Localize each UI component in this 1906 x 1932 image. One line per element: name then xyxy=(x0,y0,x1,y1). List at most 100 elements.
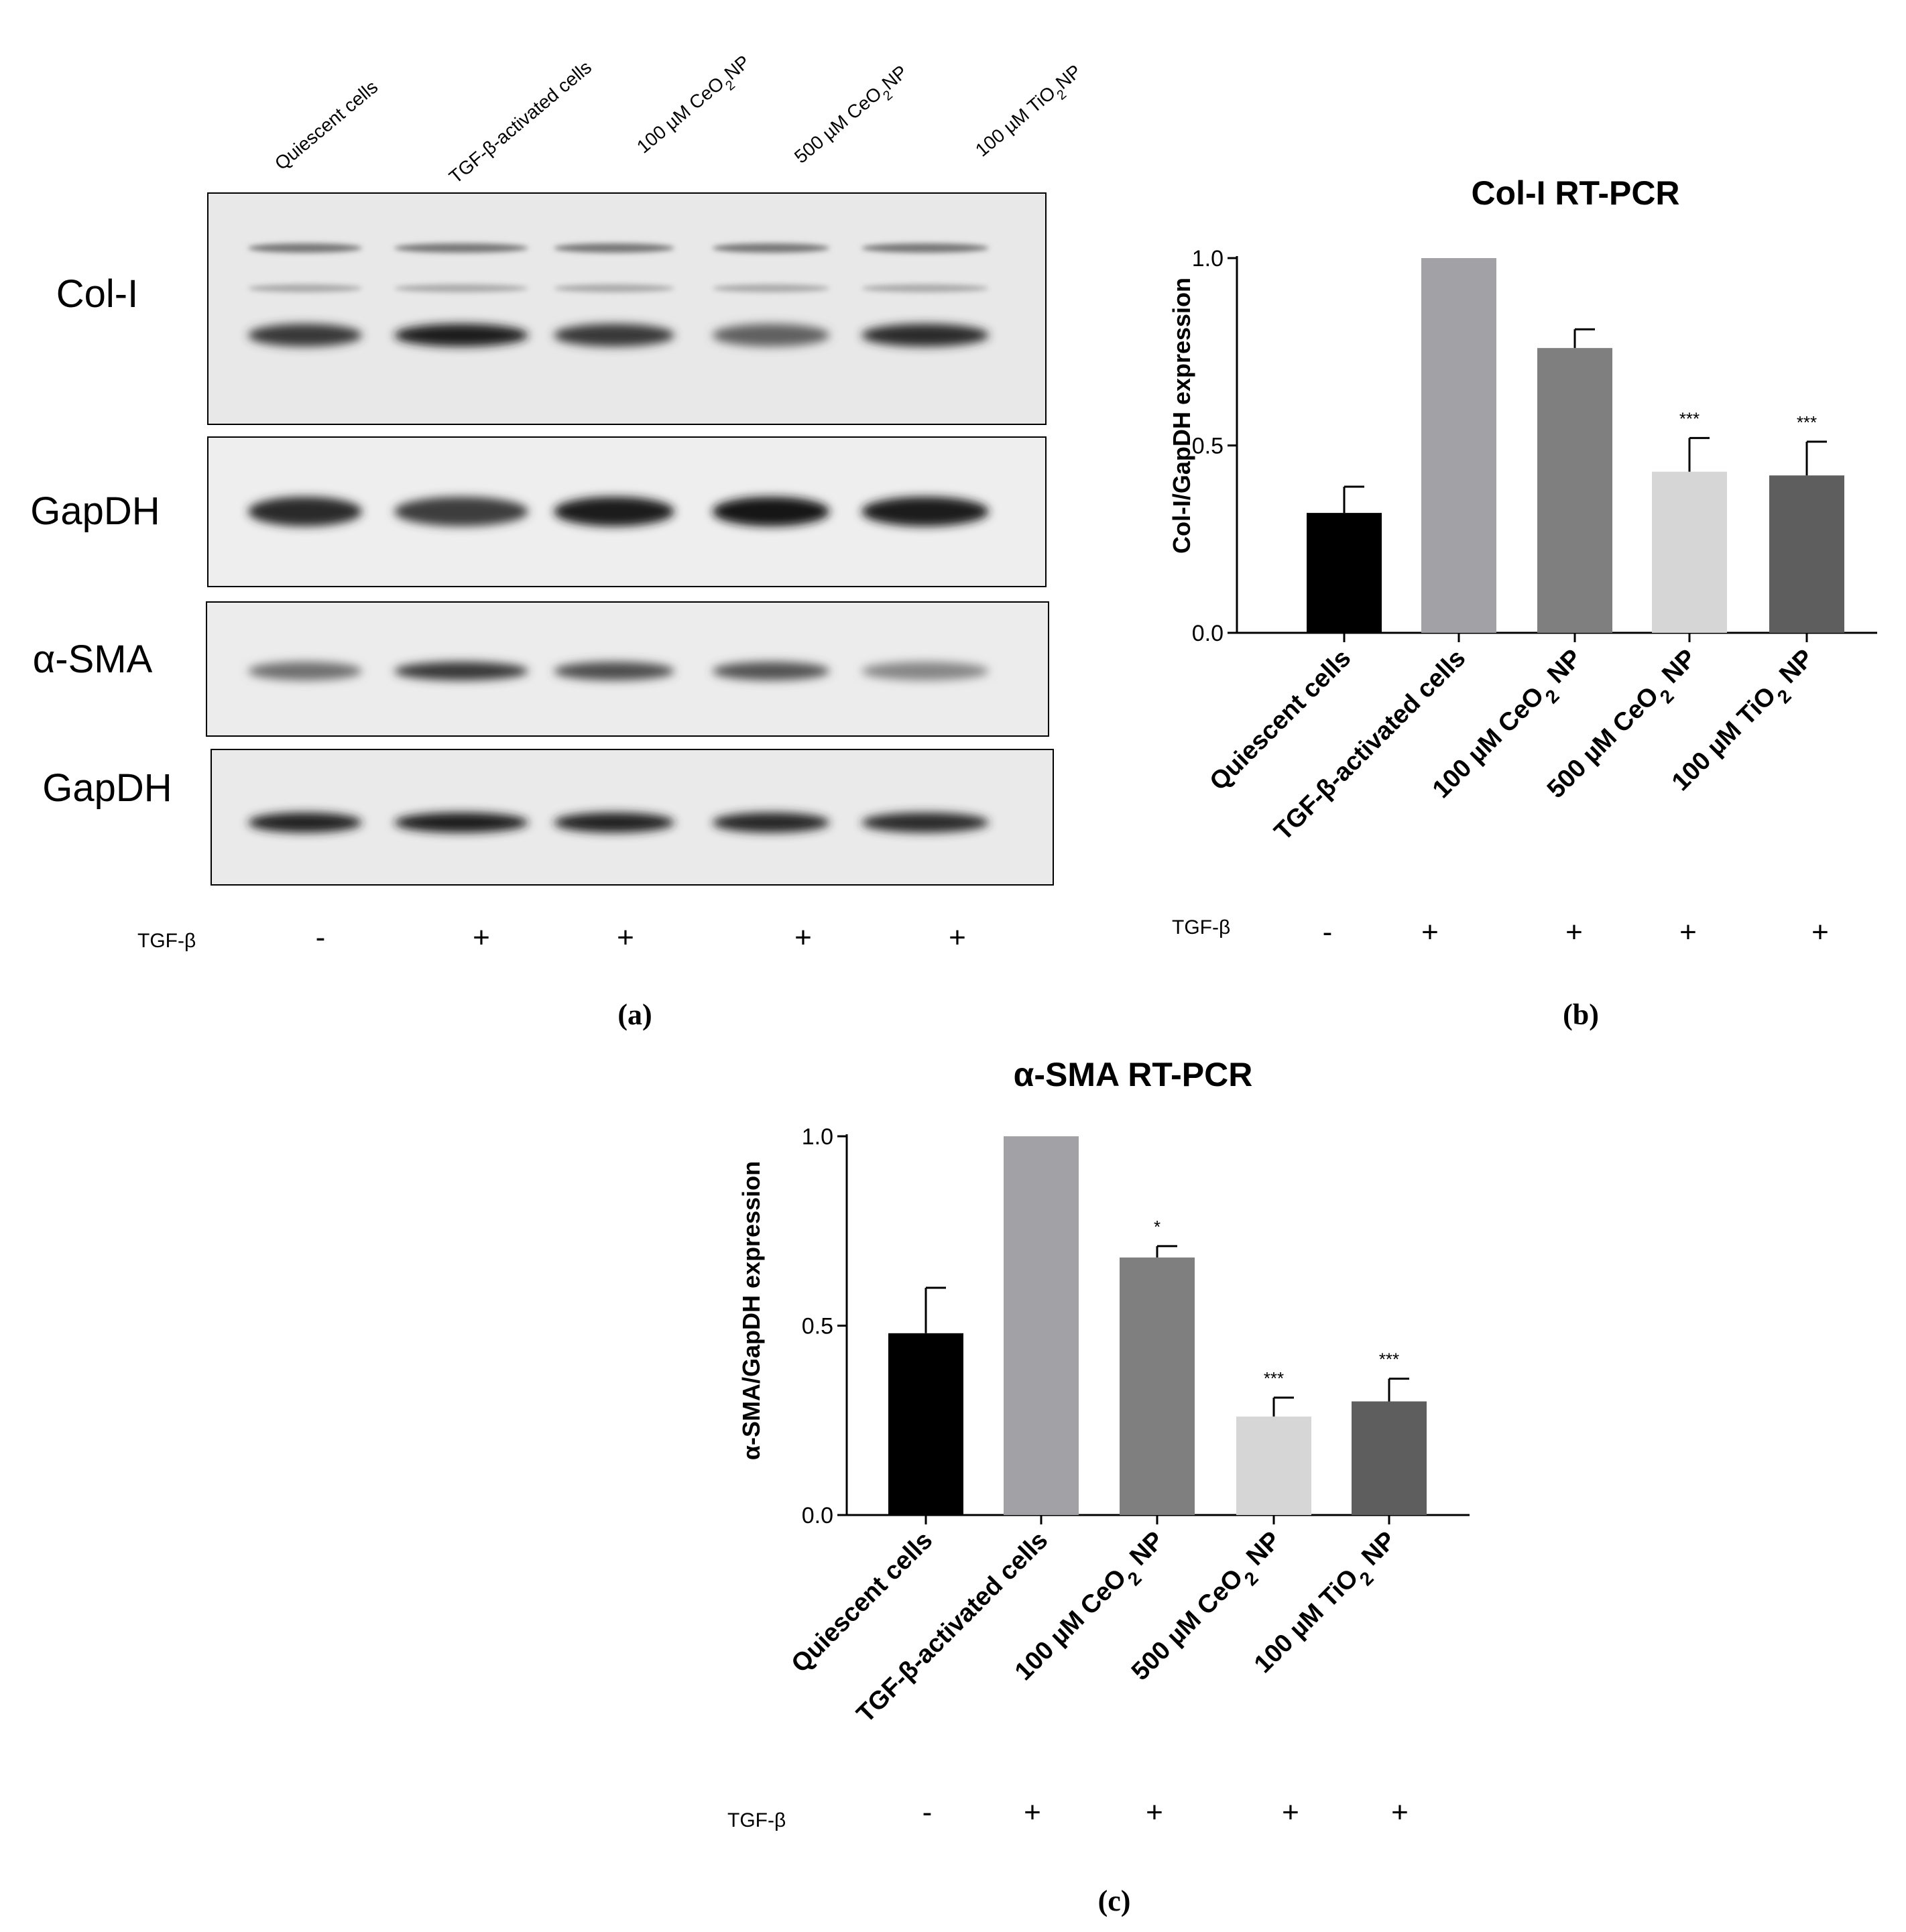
chart-b-tgf-label: TGF-β xyxy=(1172,916,1230,939)
tgf-sign: + xyxy=(1146,1796,1163,1829)
tgf-sign: + xyxy=(1282,1796,1299,1829)
blot-band xyxy=(712,662,830,680)
blot-band xyxy=(394,812,528,833)
y-tick-label: 0.0 xyxy=(1192,621,1224,646)
tgf-sign: + xyxy=(1421,916,1439,949)
tgf-sign: + xyxy=(794,921,812,954)
tgf-sign: - xyxy=(316,921,326,954)
bar xyxy=(1537,348,1612,633)
blot-band-faint xyxy=(248,243,362,253)
blot-band xyxy=(861,812,989,833)
bar xyxy=(1120,1257,1195,1515)
tgf-sign: + xyxy=(1024,1796,1041,1829)
blot-label: Col-I xyxy=(56,272,138,316)
blot-band xyxy=(554,497,674,526)
chart-c-tgf-row: TGF-β - + + + + xyxy=(727,1796,1409,1831)
y-tick-label: 0.5 xyxy=(802,1314,833,1339)
blot-band-faint xyxy=(861,243,989,253)
blot-strips: Col-I GapDH α-SMA GapDH xyxy=(30,192,1054,886)
bar xyxy=(1769,475,1844,633)
panel-a-caption: (a) xyxy=(617,998,652,1031)
blot-band xyxy=(248,812,362,833)
panel-c-caption: (c) xyxy=(1098,1884,1131,1917)
lane-label: 100 µM TiO2NP xyxy=(971,60,1089,166)
tgf-sign: - xyxy=(922,1796,933,1829)
blot-band-faint xyxy=(712,284,830,292)
lane-label: Quiescent cells xyxy=(271,76,381,174)
tgf-sign: + xyxy=(1391,1796,1409,1829)
bar xyxy=(888,1333,963,1515)
category-label: TGF-β-activated cells xyxy=(1269,644,1471,846)
blot-band-faint xyxy=(554,284,674,292)
blot-band xyxy=(394,324,528,347)
blot-band xyxy=(248,497,362,526)
tgf-sign: + xyxy=(949,921,966,954)
y-tick-label: 0.5 xyxy=(1192,434,1224,459)
tgf-row-label: TGF-β xyxy=(137,930,196,952)
blot-band-faint xyxy=(712,243,830,253)
chart-c-title: α-SMA RT-PCR xyxy=(1014,1056,1253,1093)
blot-band xyxy=(712,497,830,526)
chart-b-ylabel: Col-I/GapDH expression xyxy=(1168,278,1195,554)
y-tick-label: 1.0 xyxy=(802,1124,833,1150)
blot-band xyxy=(394,497,528,526)
blot-band-faint xyxy=(861,284,989,292)
blot-band-faint xyxy=(394,284,528,292)
blot-band-faint xyxy=(394,243,528,253)
chart-b-title: Col-I RT-PCR xyxy=(1471,174,1679,212)
lane-label: 100 µM CeO2NP xyxy=(633,51,758,162)
tgf-sign: + xyxy=(473,921,490,954)
blot-strip: GapDH xyxy=(30,436,1047,587)
blot-band xyxy=(712,324,830,347)
blot-band xyxy=(861,324,989,347)
blot-band xyxy=(394,662,528,680)
bar xyxy=(1307,513,1382,633)
blot-band-faint xyxy=(554,243,674,253)
tgf-sign: + xyxy=(1811,916,1829,949)
tgf-sign: + xyxy=(617,921,634,954)
category-label: TGF-β-activated cells xyxy=(851,1526,1053,1728)
blot-band xyxy=(861,497,989,526)
tgf-sign: - xyxy=(1323,916,1333,949)
chart-c-tgf-label: TGF-β xyxy=(727,1809,786,1831)
tgf-treatment-row: TGF-β - + + + + xyxy=(137,921,966,954)
blot-label: GapDH xyxy=(30,489,160,533)
significance-mark: *** xyxy=(1264,1368,1284,1388)
blot-strip: GapDH xyxy=(42,749,1054,886)
western-blot-panel: Quiescent cells TGF-β-activated cells 100 … xyxy=(30,51,1089,1031)
lane-labels: Quiescent cells TGF-β-activated cells 100 … xyxy=(271,51,1089,187)
chart-b-tgf-row: TGF-β - + + + + xyxy=(1172,916,1829,949)
blot-band xyxy=(554,812,674,833)
blot-membrane xyxy=(207,192,1047,425)
significance-mark: *** xyxy=(1679,408,1700,428)
tgf-sign: + xyxy=(1679,916,1697,949)
significance-mark: *** xyxy=(1379,1349,1399,1370)
blot-band xyxy=(554,324,674,347)
blot-strip: α-SMA xyxy=(33,601,1049,737)
lane-label: 500 µM CeO2NP xyxy=(790,61,916,172)
blot-label: α-SMA xyxy=(33,638,153,681)
lane-label: TGF-β-activated cells xyxy=(445,56,595,187)
blot-band xyxy=(712,812,830,833)
bar xyxy=(1004,1136,1079,1515)
col1-rtpcr-chart: Col-I RT-PCR Col-I/GapDH expression 0.0 0… xyxy=(1168,174,1877,1031)
bar xyxy=(1421,258,1496,633)
blot-band xyxy=(861,662,989,680)
blot-band xyxy=(248,324,362,347)
blot-band xyxy=(554,662,674,680)
bar xyxy=(1352,1401,1427,1515)
significance-mark: * xyxy=(1154,1217,1160,1237)
blot-band-faint xyxy=(248,284,362,292)
chart-c-ylabel: α-SMA/GapDH expression xyxy=(737,1161,765,1460)
significance-mark: *** xyxy=(1797,412,1817,432)
bar xyxy=(1236,1416,1311,1515)
y-tick-label: 1.0 xyxy=(1192,246,1224,271)
bar xyxy=(1652,471,1727,633)
blot-label: GapDH xyxy=(42,766,172,810)
blot-strip: Col-I xyxy=(56,192,1047,425)
blot-band xyxy=(248,662,362,680)
panel-b-caption: (b) xyxy=(1563,998,1599,1031)
